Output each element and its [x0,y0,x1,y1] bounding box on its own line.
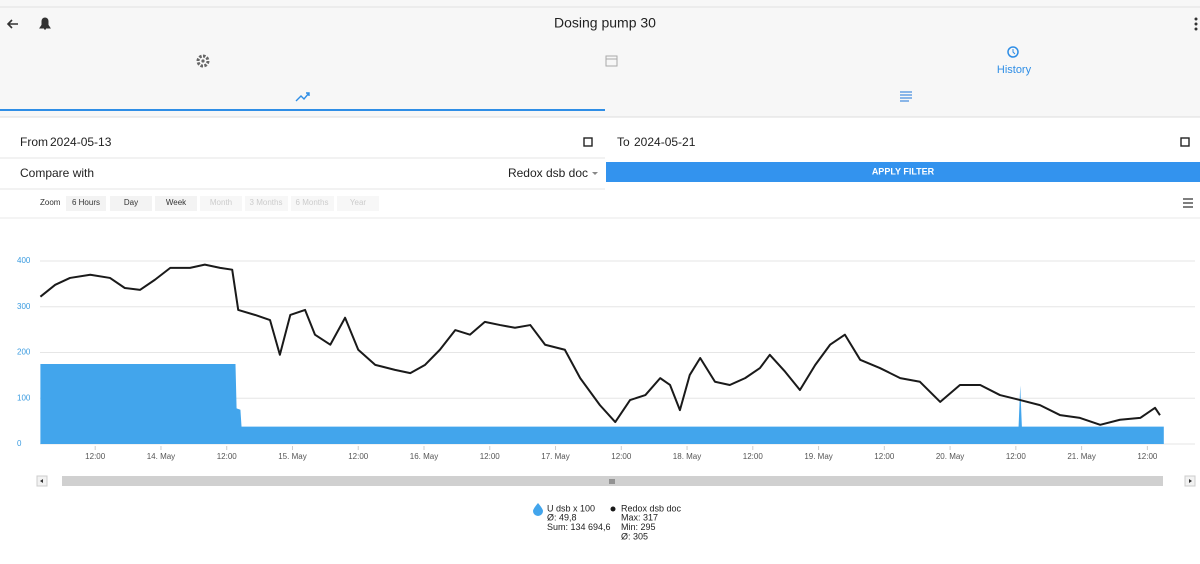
to-date[interactable]: 2024-05-21 [634,135,696,149]
y-tick-label: 0 [17,439,22,448]
zoom-option: 3 Months [250,198,283,207]
apply-button[interactable] [606,162,1200,182]
x-tick-label: 12:00 [1006,452,1027,461]
x-tick-label: 12:00 [611,452,632,461]
y-tick-label: 100 [17,393,31,402]
to-label: To [617,135,630,149]
to-calendar-icon[interactable] [1180,137,1190,147]
x-tick-label: 12:00 [217,452,238,461]
plot: 0 100 200 300 400 12:00 14. May 12:00 15. May 12:… [17,256,1195,461]
x-tick-label: 18. May [673,452,701,461]
legend-label: U dsb x 100 [547,503,595,513]
zoom-label: Zoom [40,198,61,207]
from-label: From [20,135,48,149]
x-tick-label: 15. May [278,452,306,461]
zoom-button [200,196,242,211]
y-tick-label: 300 [17,302,31,311]
y-tick-label: 400 [17,256,31,265]
zoom-button[interactable] [66,196,106,211]
zoom-option: 6 Months [296,198,329,207]
back-button[interactable] [6,19,18,29]
list-tab[interactable] [900,91,912,102]
x-tick-label: 12:00 [874,452,895,461]
zoom-option: Week [166,198,187,207]
arrow [40,479,43,483]
zoom-button [337,196,379,211]
legend-symbol [610,506,616,512]
zoom-button[interactable] [110,196,152,211]
x-tick-label: 12:00 [1137,452,1158,461]
x-tick-label: 12:00 [743,452,764,461]
legend-stat: Sum: 134 694,6 [547,522,611,532]
legend-label: Redox dsb doc [621,503,682,513]
zoom-option: Month [210,198,232,207]
history-tab[interactable]: History [997,46,1032,76]
top-bar [0,0,1200,117]
x-tick-label: 14. May [147,452,175,461]
x-tick-label: 20. May [936,452,964,461]
legend-stat: Ø: 49,8 [547,512,577,522]
apply-button-label: APPLY FILTER [872,166,935,176]
active-tab-indicator [0,109,605,111]
x-tick-label: 12:00 [480,452,501,461]
menu-button[interactable] [1194,17,1198,31]
trend-tab[interactable] [295,92,310,102]
zoom-option: Day [124,198,138,207]
x-tick-label: 12:00 [85,452,106,461]
calendar-tab[interactable] [605,55,618,67]
navigator-scrollbar [36,475,1196,487]
compare-select[interactable]: Redox dsb doc [508,166,588,180]
select-caret [592,172,598,175]
area-series [40,363,1164,444]
zoom-option: 6 Hours [72,198,100,207]
grip [609,479,615,484]
legend-stat: Ø: 305 [621,531,648,541]
zoom-button [291,196,334,211]
page-title: Dosing pump 30 [554,15,656,31]
x-tick-label: 19. May [804,452,832,461]
from-calendar-icon[interactable] [583,137,593,147]
history-tab-label: History [997,64,1032,76]
chart-menu[interactable] [1183,198,1193,208]
x-tick-label: 21. May [1067,452,1095,461]
zoom-button [245,196,288,211]
from-date[interactable]: 2024-05-13 [50,135,112,149]
zoom-option: Year [350,198,367,207]
y-tick-label: 200 [17,348,31,357]
legend-stat: Min: 295 [621,522,656,532]
x-tick-label: 12:00 [348,452,369,461]
legend-stat: Max: 317 [621,512,658,522]
notifications-button[interactable] [39,17,51,30]
x-tick-label: 17. May [541,452,569,461]
x-tick-label: 16. May [410,452,438,461]
line-series [39,263,1161,426]
compare-label: Compare with [20,166,94,180]
zoom-button[interactable] [155,196,197,211]
arrow [1189,479,1192,483]
settings-tab[interactable] [196,54,210,68]
legend-symbol [533,503,543,516]
